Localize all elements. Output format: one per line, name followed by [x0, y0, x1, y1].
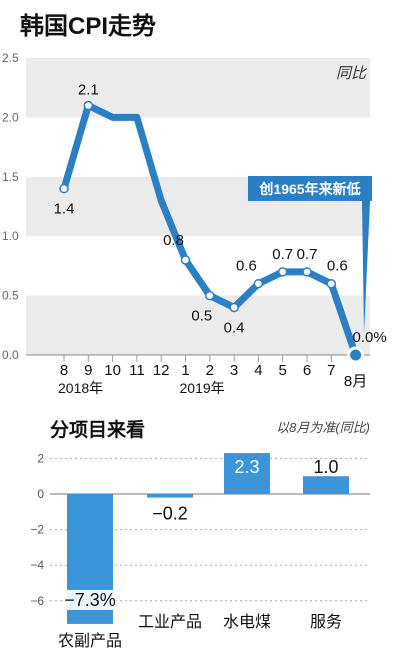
y-tick-label: 1.0	[2, 229, 19, 243]
x-tick-label: 9	[84, 362, 92, 379]
data-point	[347, 346, 365, 364]
annotation-pointer	[362, 201, 370, 334]
data-label: −0.2	[152, 504, 188, 524]
y-tick-label: 2.5	[2, 51, 19, 65]
data-point	[277, 267, 288, 277]
x-tick-label: 1	[181, 362, 189, 379]
x-tick-label: 8月	[344, 373, 367, 390]
year-label: 2018年	[58, 380, 103, 396]
data-label: 1.0	[313, 457, 338, 477]
data-label: 0.6	[236, 258, 257, 275]
data-label: 0.6	[327, 258, 348, 275]
line-chart-series	[59, 100, 365, 364]
category-bar-chart: 分项目来看 以8月为准(同比) 2 0 −2 −4 −6 −7.3% 农副产品 −0.2 工业…	[30, 419, 370, 650]
line-chart-data-labels: 1.4 2.1 0.8 0.5 0.4 0.6 0.7 0.7 0.6 0.0%	[54, 82, 387, 346]
bar	[147, 494, 193, 498]
line-chart-y-ticks: 2.5 2.0 1.5 1.0 0.5 0.0	[2, 51, 19, 362]
grid-band	[26, 58, 370, 118]
y-tick-label: −2	[30, 523, 44, 537]
cpi-line-chart: 韩国CPI走势 同比 2.52.01.51.00.50.0 8 9 10 11 12 1 2…	[2, 13, 387, 396]
y-tick-label: 2	[37, 451, 44, 465]
x-tick-label: 5	[279, 362, 287, 379]
data-label: 0.4	[224, 319, 245, 336]
category-label: 服务	[310, 613, 342, 631]
data-point	[326, 278, 337, 289]
year-label: 2019年	[180, 380, 225, 396]
data-label-bg	[64, 589, 116, 610]
data-point	[180, 255, 191, 265]
x-tick-label: 3	[230, 362, 238, 379]
data-point	[205, 290, 215, 301]
category-label: 农副产品	[58, 632, 122, 650]
bar	[224, 453, 270, 494]
data-label: 2.1	[78, 82, 99, 99]
y-tick-label: −6	[30, 594, 44, 608]
x-tick-label: 7	[327, 362, 335, 379]
x-tick-label: 12	[153, 362, 170, 379]
x-tick-label: 2	[206, 362, 214, 379]
data-label: 0.7	[297, 246, 318, 263]
y-tick-label: −4	[30, 558, 44, 572]
category-label: 水电煤	[223, 613, 271, 631]
data-label: 1.4	[54, 201, 75, 218]
data-label: 0.8	[163, 232, 184, 249]
data-label: 2.3	[234, 457, 259, 477]
y-tick-label: 1.5	[2, 170, 19, 184]
line-chart-unit-note: 同比	[336, 65, 368, 82]
y-tick-label: 2.0	[2, 110, 19, 124]
annotation-text: 创1965年来新低	[258, 181, 360, 197]
data-label: 0.5	[191, 308, 212, 325]
bar-chart-unit-note: 以8月为准(同比)	[276, 420, 370, 435]
x-tick-label: 8	[60, 362, 68, 379]
grid-band	[26, 295, 370, 355]
data-point	[229, 302, 239, 313]
x-tick-label: 4	[254, 362, 262, 379]
y-tick-label: 0	[37, 487, 44, 501]
data-point	[253, 278, 264, 289]
data-point	[59, 183, 69, 194]
category-label: 工业产品	[138, 613, 202, 631]
line-chart-title: 韩国CPI走势	[20, 13, 156, 40]
bar	[303, 476, 349, 494]
y-tick-label: 0.0	[2, 348, 19, 362]
x-tick-label: 10	[104, 362, 121, 379]
x-tick-label: 6	[303, 362, 311, 379]
data-label: 0.7	[272, 246, 293, 263]
bar-chart-labels: −7.3% 农副产品 −0.2 工业产品 2.3 水电煤 1.0 服务	[58, 457, 342, 650]
bar-chart-title: 分项目来看	[50, 419, 145, 441]
data-label: 0.0%	[352, 329, 386, 346]
data-label: −7.3%	[64, 590, 116, 610]
line-chart-annotation: 创1965年来新低	[248, 176, 372, 334]
x-tick-label: 11	[129, 362, 145, 379]
data-point	[83, 100, 94, 111]
annotation-box	[248, 176, 372, 201]
data-point	[302, 267, 312, 277]
y-tick-label: 0.5	[2, 289, 19, 303]
